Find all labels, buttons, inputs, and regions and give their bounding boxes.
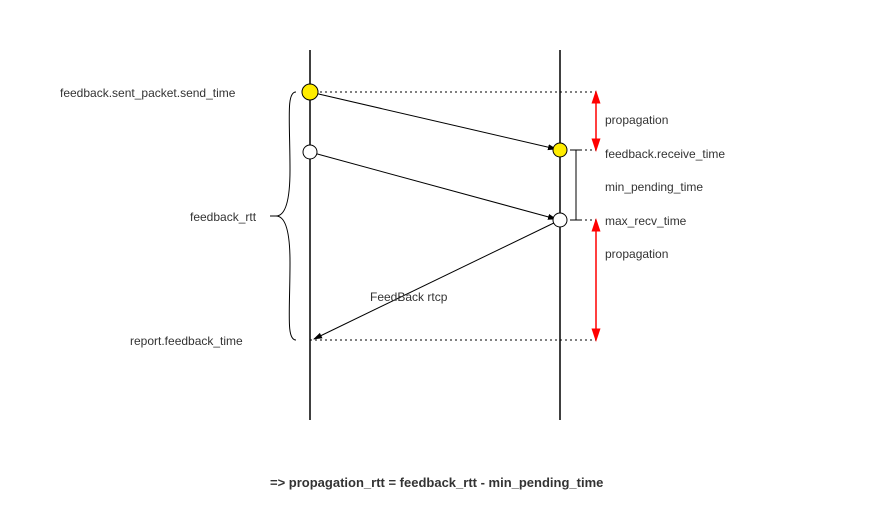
label-feedback-rtcp: FeedBack rtcp bbox=[370, 290, 447, 304]
msg-send-to-recv bbox=[310, 92, 556, 149]
label-propagation-top: propagation bbox=[605, 113, 668, 127]
label-feedback-rtt: feedback_rtt bbox=[190, 210, 256, 224]
node-send bbox=[302, 84, 318, 100]
label-send-time: feedback.sent_packet.send_time bbox=[60, 86, 235, 100]
label-receive-time: feedback.receive_time bbox=[605, 147, 725, 161]
msg-feedback-rtcp bbox=[314, 220, 560, 339]
formula-text: => propagation_rtt = feedback_rtt - min_… bbox=[270, 475, 603, 490]
label-min-pending: min_pending_time bbox=[605, 180, 703, 194]
label-max-recv: max_recv_time bbox=[605, 214, 686, 228]
brace-feedback-rtt bbox=[276, 92, 296, 340]
label-propagation-bottom: propagation bbox=[605, 247, 668, 261]
diagram-svg bbox=[0, 0, 871, 520]
label-report-feedback-time: report.feedback_time bbox=[130, 334, 243, 348]
node-left2 bbox=[303, 145, 317, 159]
msg-node2-to-maxrecv bbox=[310, 152, 556, 219]
node-recv bbox=[553, 143, 567, 157]
node-maxrecv bbox=[553, 213, 567, 227]
